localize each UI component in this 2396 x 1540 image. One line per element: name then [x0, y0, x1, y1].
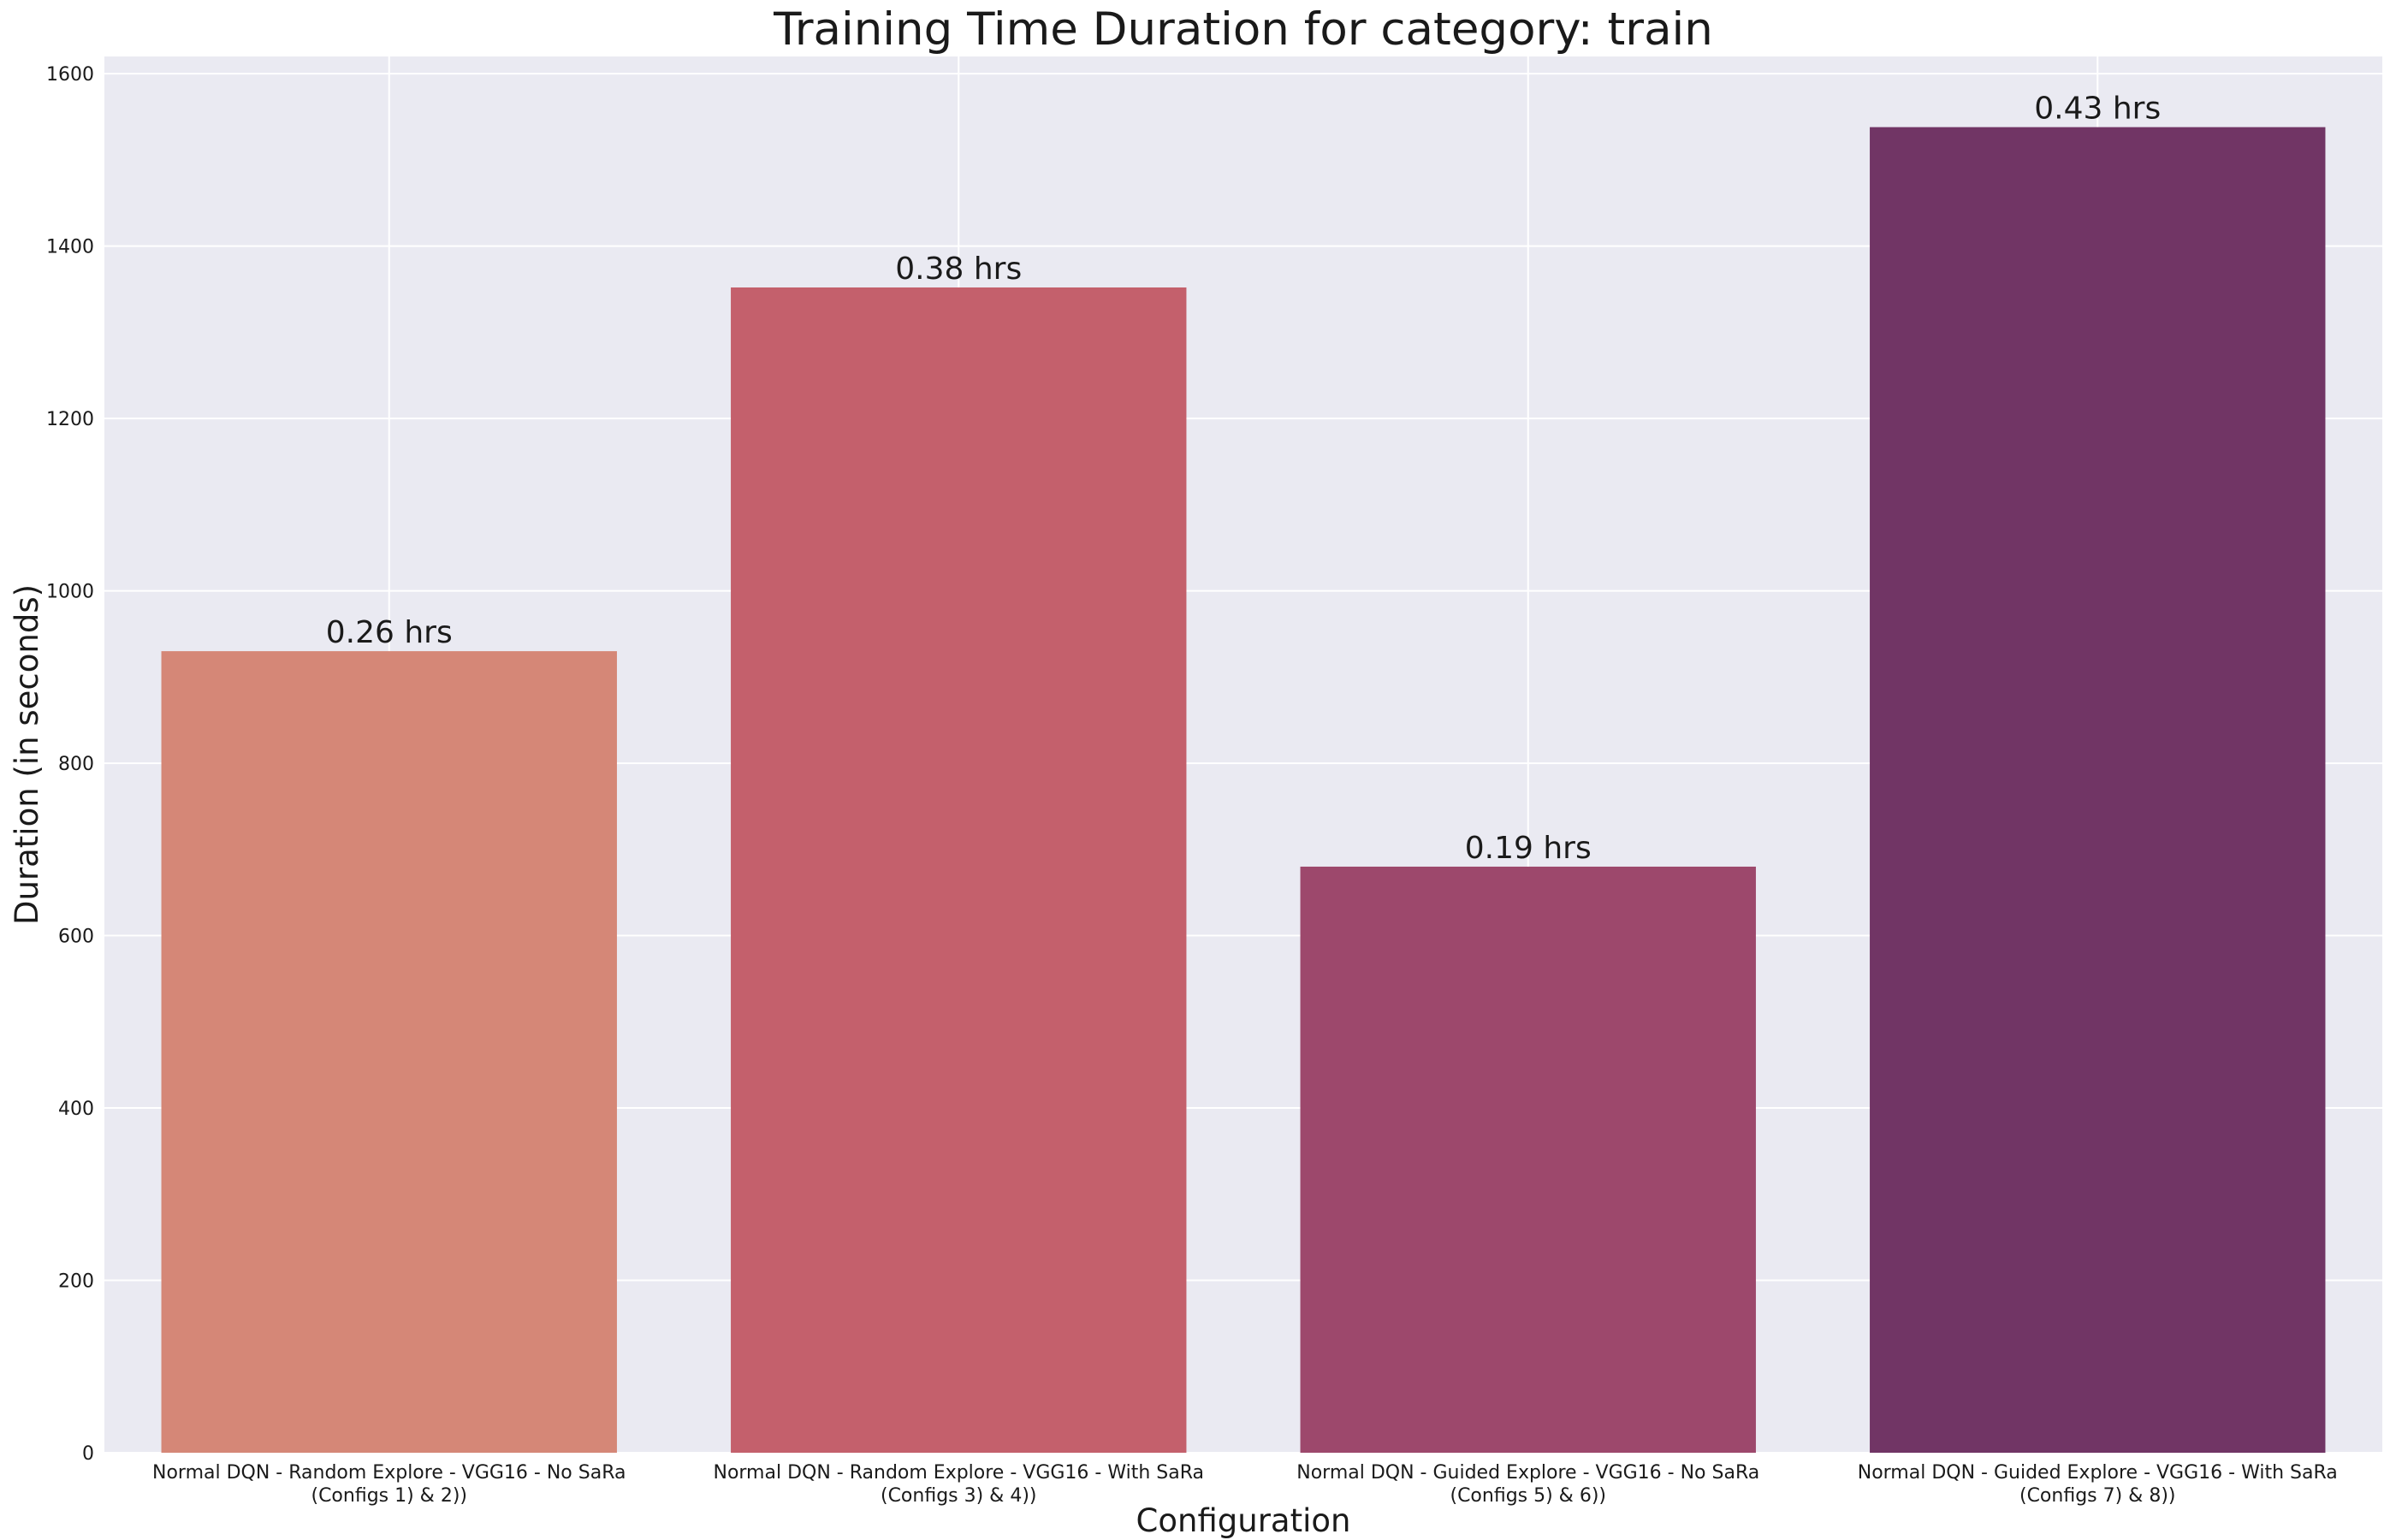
- bar-value-label: 0.26 hrs: [326, 615, 453, 650]
- y-tick-label: 1200: [46, 409, 94, 430]
- y-tick-label: 400: [58, 1099, 94, 1120]
- bar-value-label: 0.19 hrs: [1465, 831, 1592, 866]
- y-tick-label: 0: [82, 1443, 94, 1465]
- bar-labels: 0.26 hrs 0.38 hrs 0.19 hrs 0.43 hrs: [326, 92, 2161, 866]
- x-tick-label: (Configs 7) & 8)): [2019, 1485, 2176, 1507]
- x-tick-label: (Configs 1) & 2)): [311, 1485, 467, 1507]
- x-axis-ticks: Normal DQN - Random Explore - VGG16 - No…: [152, 1462, 2338, 1507]
- y-tick-label: 600: [58, 927, 94, 948]
- chart-title: Training Time Duration for category: tra…: [773, 3, 1713, 56]
- y-tick-label: 1000: [46, 582, 94, 603]
- bar-value-label: 0.38 hrs: [895, 252, 1022, 287]
- bars: [161, 127, 2326, 1453]
- y-tick-label: 200: [58, 1271, 94, 1293]
- y-tick-label: 1600: [46, 64, 94, 86]
- x-tick-label: (Configs 5) & 6)): [1450, 1485, 1606, 1507]
- y-axis-ticks: 0 200 400 600 800 1000 1200 1400 1600: [46, 64, 94, 1465]
- y-tick-label: 800: [58, 754, 94, 775]
- x-tick-label: Normal DQN - Random Explore - VGG16 - Wi…: [713, 1462, 1204, 1484]
- bar: [1300, 866, 1756, 1453]
- y-axis-label: Duration (in seconds): [9, 584, 45, 925]
- bar: [161, 651, 617, 1453]
- bar: [1870, 127, 2326, 1453]
- x-tick-label: (Configs 3) & 4)): [881, 1485, 1037, 1507]
- bar: [731, 287, 1187, 1453]
- x-tick-label: Normal DQN - Random Explore - VGG16 - No…: [152, 1462, 626, 1484]
- x-tick-label: Normal DQN - Guided Explore - VGG16 - Wi…: [1858, 1462, 2338, 1484]
- bar-value-label: 0.43 hrs: [2034, 92, 2161, 127]
- x-axis-label: Configuration: [1136, 1502, 1351, 1539]
- y-tick-label: 1400: [46, 237, 94, 258]
- x-tick-label: Normal DQN - Guided Explore - VGG16 - No…: [1296, 1462, 1759, 1484]
